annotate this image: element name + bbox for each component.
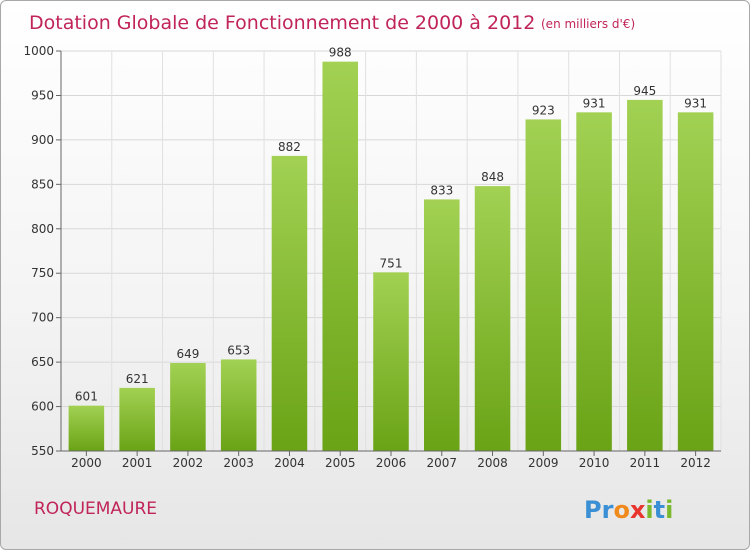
y-tick-label: 850 [31, 177, 54, 191]
data-label: 751 [380, 256, 403, 270]
chart-subtitle: (en milliers d'€) [541, 17, 635, 31]
bar [474, 186, 511, 451]
x-tick-label: 2000 [71, 456, 102, 470]
x-tick-label: 2007 [426, 456, 457, 470]
x-tick-label: 2003 [223, 456, 254, 470]
y-tick-label: 1000 [23, 44, 54, 58]
bar [322, 61, 358, 452]
data-label: 923 [532, 103, 555, 117]
logo-letter: o [613, 496, 630, 524]
y-tick-label: 900 [31, 133, 54, 147]
data-label: 653 [227, 343, 250, 357]
y-tick-label: 650 [31, 355, 54, 369]
logo-letter: P [584, 496, 602, 524]
x-tick-label: 2005 [325, 456, 356, 470]
data-label: 945 [633, 84, 656, 98]
bar [68, 405, 105, 451]
y-tick-label: 600 [31, 400, 54, 414]
x-tick-label: 2001 [122, 456, 153, 470]
data-label: 988 [329, 46, 352, 60]
data-label: 833 [430, 183, 453, 197]
bar [271, 155, 308, 451]
logo-letter: r [602, 496, 614, 524]
logo-letter: i [665, 496, 673, 524]
bar [220, 359, 257, 451]
x-tick-label: 2004 [274, 456, 305, 470]
bar [119, 387, 155, 451]
x-tick-label: 2011 [630, 456, 661, 470]
x-tick-label: 2006 [376, 456, 407, 470]
bar [677, 112, 714, 451]
logo-letter: t [654, 496, 665, 524]
bar [576, 112, 612, 451]
x-tick-label: 2008 [477, 456, 508, 470]
bar [170, 363, 206, 451]
data-label: 931 [684, 96, 707, 110]
x-tick-label: 2012 [680, 456, 711, 470]
proxiti-logo: Proxiti [584, 496, 673, 524]
y-tick-label: 700 [31, 311, 54, 325]
data-label: 931 [583, 96, 606, 110]
bar [373, 272, 409, 451]
data-label: 601 [75, 390, 98, 404]
bar [627, 99, 663, 451]
chart-title: Dotation Globale de Fonctionnement de 20… [29, 12, 535, 34]
logo-letter: x [630, 496, 646, 524]
bar [525, 119, 562, 451]
x-tick-label: 2002 [173, 456, 204, 470]
y-tick-label: 950 [31, 88, 54, 102]
y-tick-label: 550 [31, 444, 54, 458]
data-label: 848 [481, 170, 504, 184]
commune-name: ROQUEMAURE [34, 499, 157, 519]
bar [424, 199, 460, 451]
y-tick-label: 750 [31, 266, 54, 280]
data-label: 621 [126, 372, 149, 386]
logo-letter: i [645, 496, 653, 524]
data-label: 649 [176, 347, 199, 361]
x-tick-label: 2010 [579, 456, 610, 470]
y-tick-label: 800 [31, 222, 54, 236]
x-tick-label: 2009 [528, 456, 559, 470]
data-label: 882 [278, 140, 301, 154]
